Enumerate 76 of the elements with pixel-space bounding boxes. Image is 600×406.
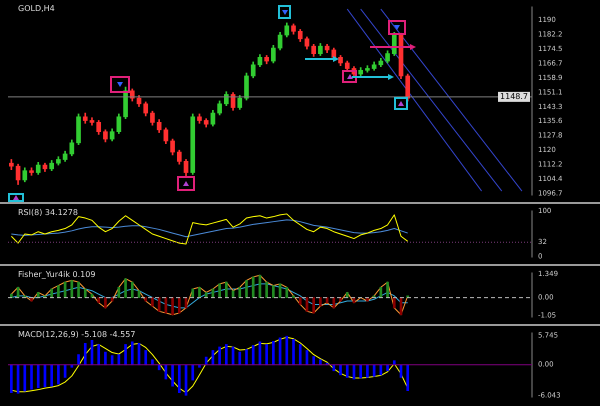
chart-title: RSI(8) 34.1278: [18, 208, 78, 217]
bar: [265, 282, 268, 298]
bar: [352, 364, 356, 380]
bar: [164, 364, 168, 380]
bar: [232, 346, 234, 366]
bar: [77, 354, 80, 366]
bar: [319, 297, 322, 306]
bar: [97, 297, 100, 304]
bar: [70, 280, 74, 298]
bar: [164, 297, 168, 314]
bar: [171, 364, 174, 386]
bar: [77, 282, 80, 298]
bar: [84, 288, 87, 298]
bar: [272, 341, 275, 366]
bar: [292, 338, 295, 366]
bar: [386, 282, 389, 298]
bar: [258, 342, 262, 366]
bar: [30, 364, 33, 390]
bar: [57, 364, 60, 384]
bar: [380, 364, 382, 376]
bar: [124, 344, 127, 366]
bar: [16, 286, 20, 298]
bar: [400, 364, 402, 378]
bar: [23, 364, 26, 392]
bar: [50, 364, 53, 386]
bar: [346, 364, 349, 378]
bar: [138, 343, 140, 366]
bar: [104, 297, 107, 308]
bar: [366, 364, 369, 378]
bar: [158, 297, 160, 312]
bar: [110, 297, 114, 302]
bar: [184, 297, 188, 308]
bar: [400, 297, 402, 316]
bar: [178, 297, 181, 314]
bar: [130, 342, 134, 366]
bar: [386, 364, 389, 372]
bar: [258, 274, 262, 298]
bar: [272, 285, 275, 298]
bar: [151, 297, 154, 306]
chart-title: Fisher_Yur4ik 0.109: [18, 270, 96, 279]
bar: [372, 364, 376, 377]
bar: [285, 286, 288, 298]
bar: [124, 278, 127, 298]
bar: [138, 290, 140, 298]
bar: [359, 364, 362, 378]
bar: [118, 286, 120, 298]
bar: [406, 364, 410, 392]
bar: [245, 349, 248, 366]
bar: [312, 297, 315, 314]
bar: [36, 364, 40, 388]
bar: [84, 343, 87, 366]
chart-title: GOLD,H4: [18, 4, 55, 13]
bar: [10, 364, 13, 394]
bar: [198, 286, 201, 298]
bar: [339, 364, 342, 376]
bar: [298, 297, 302, 305]
bar: [191, 364, 194, 380]
bar: [278, 337, 282, 366]
bar: [144, 297, 148, 302]
bar: [90, 340, 94, 366]
bar: [184, 364, 188, 396]
bar: [252, 276, 255, 298]
bar: [245, 280, 248, 298]
bar: [306, 350, 308, 366]
bar: [16, 364, 20, 394]
bar: [44, 364, 46, 387]
bar: [278, 284, 282, 298]
bar: [306, 297, 308, 312]
chart-title: MACD(12,26,9) -5.108 -4.557: [18, 330, 136, 339]
ref-line-label: 1148.7: [500, 92, 528, 101]
bar: [178, 364, 181, 394]
bar: [64, 364, 66, 378]
bar: [130, 282, 134, 298]
bar: [285, 336, 288, 366]
bar: [171, 297, 174, 316]
bar: [326, 297, 328, 304]
